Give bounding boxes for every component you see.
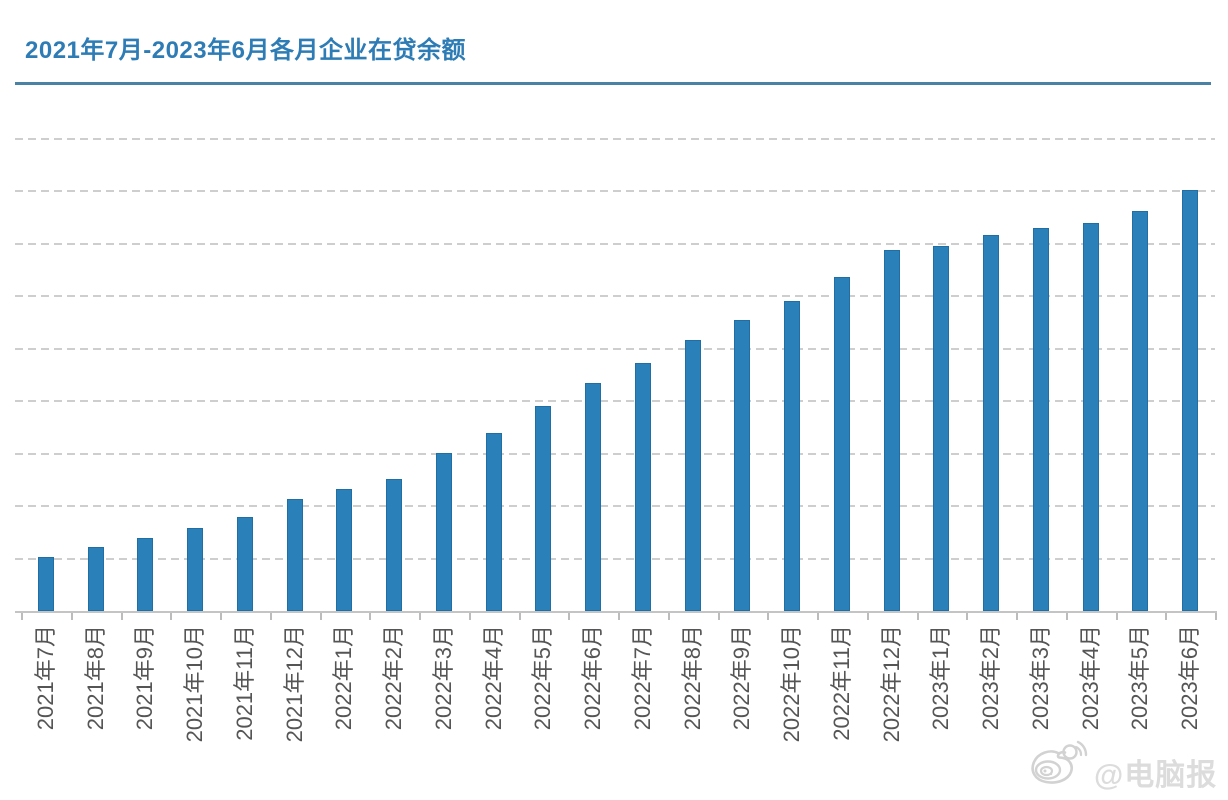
x-axis-tick (667, 613, 670, 620)
bar (286, 499, 303, 611)
watermark: @电脑报 (1028, 738, 1218, 796)
bar (784, 301, 801, 611)
x-axis-tick (866, 613, 869, 620)
x-axis-label: 2022年6月 (580, 625, 606, 731)
bar (435, 452, 452, 611)
x-axis-tick (419, 613, 421, 620)
bar (37, 556, 54, 611)
x-axis-label: 2022年3月 (430, 625, 456, 731)
x-axis-label: 2023年2月 (978, 625, 1004, 731)
bar (87, 546, 104, 611)
x-axis-tick (1215, 613, 1217, 620)
x-axis-label: 2022年5月 (530, 625, 556, 731)
x-axis-tick (966, 613, 969, 620)
x-axis-label: 2021年12月 (281, 625, 307, 743)
x-axis-tick (220, 613, 222, 620)
bar (187, 528, 204, 611)
gridline (15, 190, 1215, 192)
title-underline (15, 82, 1211, 85)
x-axis-label: 2022年11月 (828, 625, 854, 741)
chart-title: 2021年7月-2023年6月各月企业在贷余额 (25, 37, 466, 64)
bar (137, 538, 154, 611)
x-axis-label: 2023年6月 (1177, 625, 1203, 731)
x-axis-tick (70, 613, 73, 620)
gridline (15, 242, 1215, 245)
bar (1132, 210, 1149, 611)
bar (236, 517, 253, 611)
x-axis-label: 2023年1月 (928, 625, 954, 731)
x-axis-tick (916, 613, 919, 620)
x-axis-label: 2022年8月 (679, 625, 705, 731)
x-axis-label: 2021年9月 (132, 625, 158, 731)
gridline (15, 137, 1215, 140)
x-axis-label: 2022年2月 (381, 625, 407, 731)
bar (535, 406, 552, 611)
bar (1182, 190, 1199, 611)
bar (386, 479, 403, 611)
bar (585, 383, 602, 611)
bar (833, 277, 850, 611)
x-axis-label: 2023年5月 (1127, 625, 1153, 731)
x-axis-label: 2022年7月 (629, 625, 655, 731)
x-axis-label: 2021年8月 (82, 625, 108, 731)
x-axis-label: 2022年12月 (878, 625, 904, 743)
bar (634, 363, 651, 611)
bar (983, 235, 1000, 611)
gridline (15, 347, 1215, 350)
x-axis-tick (568, 613, 571, 620)
x-axis-tick (717, 613, 720, 620)
watermark-text: @电脑报 (1094, 759, 1218, 792)
x-axis-label: 2023年4月 (1077, 625, 1103, 731)
x-axis-tick (369, 613, 372, 620)
x-axis-label: 2021年11月 (231, 625, 257, 741)
x-axis-tick (319, 613, 322, 620)
gridline (15, 295, 1215, 297)
bar (485, 433, 502, 611)
x-axis-label: 2022年1月 (331, 625, 357, 731)
x-axis-tick (21, 613, 23, 620)
x-axis-tick (767, 613, 770, 620)
bar (336, 489, 353, 611)
gridline (15, 557, 1215, 560)
bar (1082, 223, 1099, 611)
x-axis-tick (618, 613, 620, 620)
x-axis-tick (269, 613, 272, 620)
bar (883, 249, 900, 611)
x-axis-tick (170, 613, 173, 620)
x-axis-tick (518, 613, 521, 620)
bar (933, 246, 950, 611)
x-axis-label: 2022年4月 (480, 625, 506, 731)
gridline (15, 452, 1215, 455)
x-axis-label: 2021年10月 (182, 625, 208, 743)
bar (1032, 227, 1049, 611)
x-axis-tick (120, 613, 123, 620)
gridline (15, 505, 1215, 507)
x-axis-tick (1016, 613, 1018, 620)
weibo-icon (1031, 740, 1088, 784)
x-axis-tick (817, 613, 819, 620)
x-axis-label: 2022年9月 (729, 625, 755, 731)
x-axis-tick (1065, 613, 1068, 620)
x-axis-label: 2022年10月 (779, 625, 805, 743)
x-axis-tick (468, 613, 471, 620)
x-axis-line (15, 611, 1217, 613)
x-axis-tick (1115, 613, 1118, 620)
x-axis-label: 2021年7月 (32, 625, 58, 731)
bar (734, 320, 751, 611)
gridline (15, 400, 1215, 402)
x-axis-tick (1165, 613, 1168, 620)
x-axis-label: 2023年3月 (1027, 625, 1053, 731)
bar (684, 340, 701, 611)
